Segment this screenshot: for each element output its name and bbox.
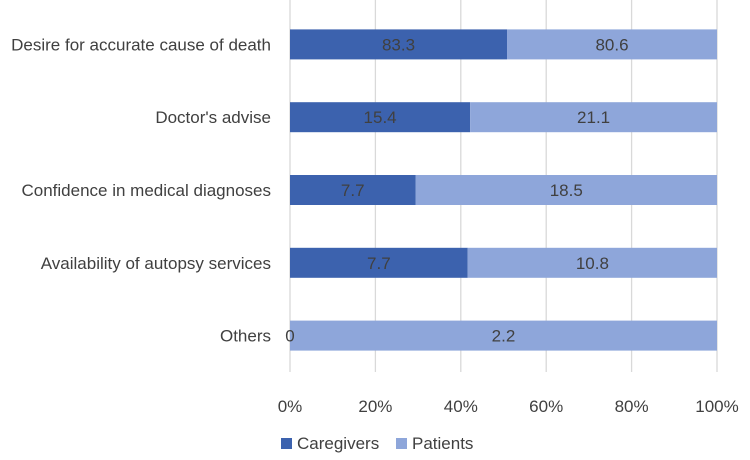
legend-label-caregivers: Caregivers [297,434,379,453]
data-label-caregivers: 15.4 [364,108,397,127]
data-label-patients: 21.1 [577,108,610,127]
x-tick-label: 40% [444,397,478,416]
legend: Caregivers Patients [281,434,473,453]
data-label-caregivers: 7.7 [367,254,391,273]
bar-caregivers [290,102,471,133]
legend-swatch-patients [396,438,407,449]
bar-caregivers [290,29,508,60]
bar-patients [290,320,717,351]
data-label-caregivers: 0 [285,327,294,346]
bar-patients [415,175,717,205]
x-tick-label: 80% [615,397,649,416]
x-axis-ticks: 0% 20% 40% 60% 80% 100% [278,397,739,416]
category-label: Confidence in medical diagnoses [22,181,272,200]
x-tick-label: 20% [358,397,392,416]
category-label: Others [220,327,271,346]
data-label-patients: 2.2 [492,327,516,346]
bars [290,29,717,351]
legend-label-patients: Patients [412,434,473,453]
bar-patients [470,102,717,133]
legend-swatch-caregivers [281,438,292,449]
category-label: Doctor's advise [155,108,271,127]
data-label-patients: 18.5 [550,181,583,200]
data-label-patients: 10.8 [576,254,609,273]
data-labels: 83.3 80.6 15.4 21.1 7.7 18.5 7.7 10.8 0 2.2 [285,35,628,345]
bar-patients [507,29,717,60]
data-label-patients: 80.6 [595,35,628,54]
category-label: Desire for accurate cause of death [11,35,271,54]
bar-caregivers [290,175,416,205]
data-label-caregivers: 7.7 [341,181,365,200]
bar-patients [467,247,717,278]
x-tick-label: 0% [278,397,303,416]
x-tick-label: 100% [695,397,738,416]
x-tick-label: 60% [529,397,563,416]
data-label-caregivers: 83.3 [382,35,415,54]
bar-caregivers [290,247,468,278]
category-label: Availability of autopsy services [41,254,271,273]
category-labels: Desire for accurate cause of death Doctor… [11,35,271,345]
